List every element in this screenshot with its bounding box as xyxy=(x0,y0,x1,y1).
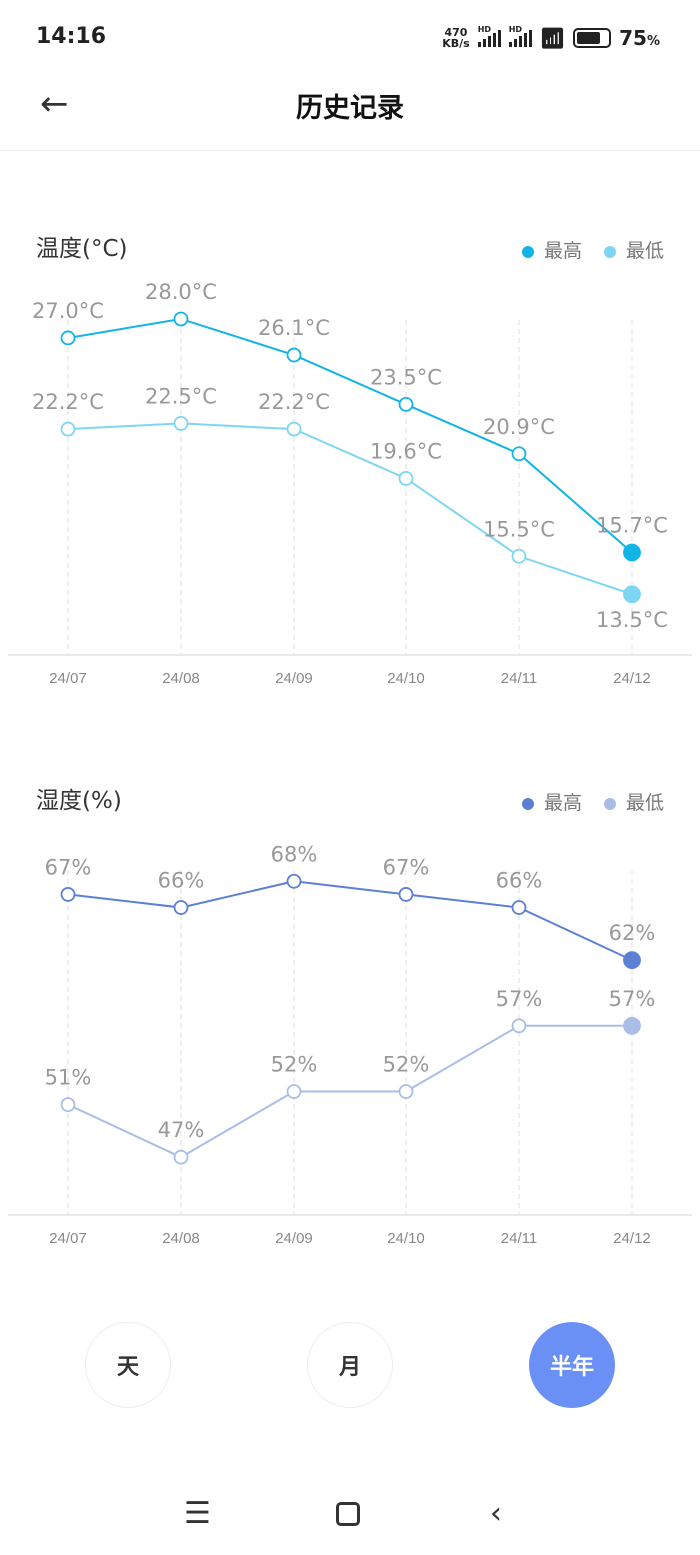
series-line xyxy=(67,422,633,596)
back-chevron-icon[interactable]: ‹ xyxy=(490,1496,502,1531)
series-line xyxy=(67,1024,632,1159)
data-label: 62% xyxy=(609,921,656,945)
series-line xyxy=(67,880,633,962)
data-point xyxy=(511,900,527,915)
x-tick-label: 24/11 xyxy=(501,670,537,687)
data-point xyxy=(173,900,189,915)
data-point xyxy=(398,1084,414,1099)
data-point xyxy=(60,1097,76,1113)
series-line xyxy=(67,317,633,554)
wifi-icon: 📶︎ xyxy=(539,26,566,50)
data-point xyxy=(511,548,527,564)
data-point xyxy=(286,421,302,437)
data-label: 15.5°C xyxy=(483,517,555,541)
legend-item-min: 最低 xyxy=(603,788,664,815)
data-point xyxy=(623,585,641,604)
signal-icon: HD xyxy=(477,25,501,47)
back-arrow-icon[interactable]: ← xyxy=(40,84,69,124)
data-point xyxy=(173,1149,189,1165)
data-label: 15.7°C xyxy=(596,513,668,537)
data-point xyxy=(511,1018,527,1034)
range-day-button[interactable]: 天 xyxy=(85,1322,171,1408)
x-tick-label: 24/12 xyxy=(613,1230,651,1247)
data-label: 57% xyxy=(496,987,543,1011)
data-label: 67% xyxy=(383,855,430,879)
data-point xyxy=(398,471,414,486)
signal-icon: HD xyxy=(508,25,532,47)
data-point xyxy=(286,347,302,363)
header-divider xyxy=(0,150,700,151)
data-label: 26.1°C xyxy=(258,316,330,340)
page-title: 历史记录 xyxy=(296,93,404,124)
data-label: 52% xyxy=(383,1052,430,1076)
data-label: 20.9°C xyxy=(483,415,555,439)
data-point xyxy=(60,421,76,437)
legend-item-max: 最高 xyxy=(521,236,582,263)
data-label: 67% xyxy=(45,855,92,879)
status-time: 14:16 xyxy=(36,24,107,49)
data-label: 28.0°C xyxy=(145,280,217,304)
x-tick-label: 24/07 xyxy=(49,1230,87,1247)
data-label: 57% xyxy=(609,987,656,1011)
data-point xyxy=(398,887,414,902)
legend-item-min: 最低 xyxy=(603,236,664,263)
x-tick-label: 24/10 xyxy=(387,1230,425,1247)
data-label: 66% xyxy=(496,869,543,893)
data-point xyxy=(60,887,76,902)
data-label: 23.5°C xyxy=(370,365,442,389)
humidity-legend: 最高 最低 xyxy=(521,788,664,815)
x-tick-label: 24/12 xyxy=(613,670,651,687)
data-point xyxy=(173,311,189,327)
data-label: 19.6°C xyxy=(370,439,442,463)
data-label: 22.2°C xyxy=(32,390,104,414)
data-label: 47% xyxy=(158,1118,205,1142)
data-label: 68% xyxy=(271,842,318,866)
humidity-chart: 24/07 24/08 24/09 24/10 24/11 24/12 67% 66% 68% 6… xyxy=(8,842,692,1247)
data-label: 22.2°C xyxy=(258,390,330,414)
data-label: 13.5°C xyxy=(596,608,668,632)
x-tick-label: 24/10 xyxy=(387,670,425,687)
data-label: 66% xyxy=(158,869,205,893)
menu-icon[interactable]: ☰ xyxy=(184,1496,211,1531)
data-point xyxy=(60,330,76,346)
temperature-chart-title: 温度(°C) xyxy=(36,236,128,262)
home-square-icon[interactable] xyxy=(336,1502,360,1526)
net-speed: 470 KB/s xyxy=(442,26,470,50)
data-label: 51% xyxy=(45,1066,92,1090)
legend-item-max: 最高 xyxy=(521,788,582,815)
temperature-chart: 24/07 24/08 24/09 24/10 24/11 24/12 27.0°C 28.0… xyxy=(8,280,692,687)
data-point xyxy=(511,446,527,462)
data-point xyxy=(623,1016,641,1035)
data-point xyxy=(623,543,641,562)
data-label: 27.0°C xyxy=(32,299,104,323)
data-point xyxy=(286,1084,302,1099)
x-tick-label: 24/07 xyxy=(49,670,87,687)
x-tick-label: 24/11 xyxy=(501,1230,537,1247)
x-tick-label: 24/09 xyxy=(275,670,313,687)
data-point xyxy=(623,951,641,970)
x-tick-label: 24/09 xyxy=(275,1230,313,1247)
x-tick-label: 24/08 xyxy=(162,670,200,687)
data-label: 22.5°C xyxy=(145,384,217,408)
data-point xyxy=(173,415,189,431)
range-half-year-button[interactable]: 半年 xyxy=(529,1322,615,1408)
data-point xyxy=(286,873,302,889)
range-month-button[interactable]: 月 xyxy=(307,1322,393,1408)
battery-percent: 75% xyxy=(619,26,660,50)
data-point xyxy=(398,397,414,412)
temperature-legend: 最高 最低 xyxy=(521,236,664,263)
battery-icon xyxy=(573,28,612,48)
x-tick-label: 24/08 xyxy=(162,1230,200,1247)
status-icons: 470 KB/s HD HD 📶︎ 75% xyxy=(442,25,660,50)
data-label: 52% xyxy=(271,1052,318,1076)
humidity-chart-title: 湿度(%) xyxy=(36,788,122,814)
